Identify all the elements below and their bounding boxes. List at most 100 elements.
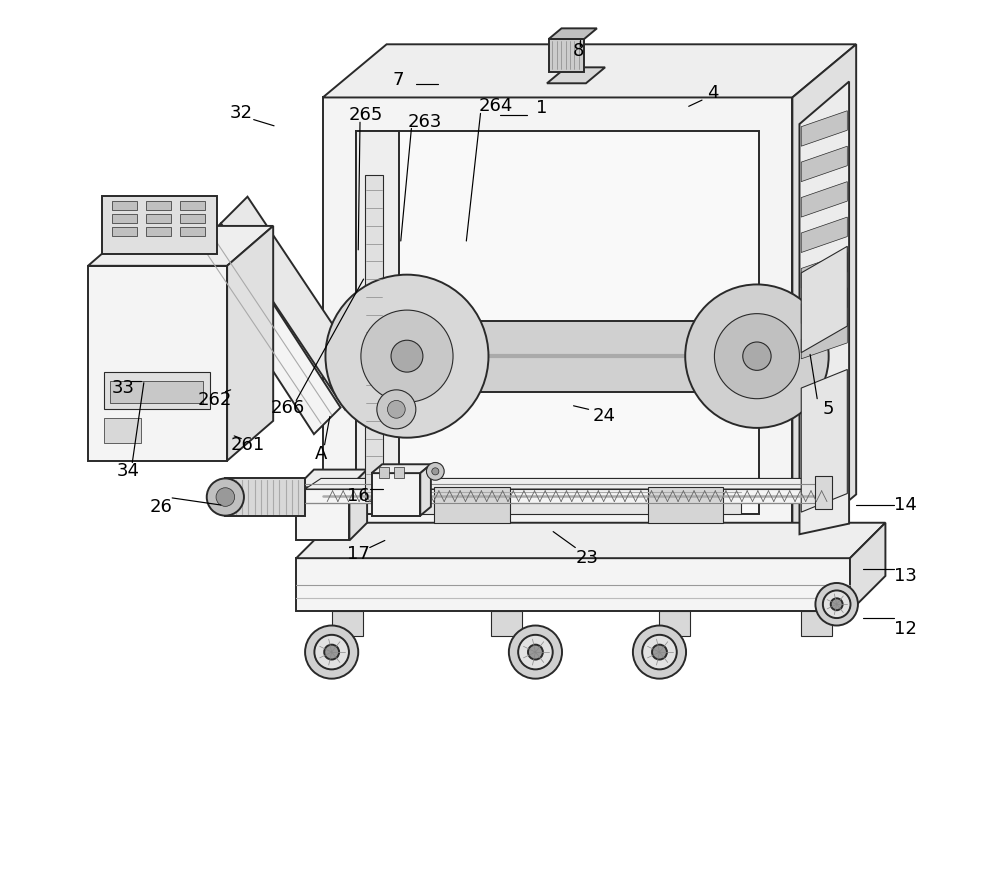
Text: 1: 1	[536, 99, 547, 117]
Polygon shape	[801, 369, 847, 512]
Polygon shape	[801, 288, 847, 323]
Circle shape	[324, 645, 339, 659]
Bar	[110, 381, 203, 403]
Polygon shape	[549, 39, 584, 72]
Polygon shape	[296, 558, 850, 611]
Bar	[305, 489, 828, 503]
Circle shape	[685, 284, 829, 428]
Polygon shape	[801, 323, 847, 359]
Bar	[379, 467, 389, 478]
Text: 7: 7	[392, 71, 404, 89]
Circle shape	[426, 462, 444, 480]
Polygon shape	[801, 182, 847, 217]
Text: 14: 14	[894, 496, 917, 514]
Polygon shape	[332, 611, 363, 636]
Text: 8: 8	[572, 43, 584, 60]
Polygon shape	[323, 97, 792, 548]
Text: 26: 26	[150, 498, 173, 516]
Bar	[648, 487, 723, 523]
Circle shape	[509, 626, 562, 679]
Text: 265: 265	[348, 106, 383, 124]
Circle shape	[432, 468, 439, 475]
Polygon shape	[801, 146, 847, 182]
Text: A: A	[315, 445, 327, 462]
Text: 264: 264	[478, 97, 513, 115]
Bar	[434, 487, 510, 523]
Circle shape	[314, 634, 349, 670]
Polygon shape	[799, 82, 849, 534]
Polygon shape	[296, 487, 349, 540]
Circle shape	[207, 478, 244, 516]
Text: 13: 13	[894, 567, 917, 585]
Circle shape	[823, 590, 851, 618]
Polygon shape	[227, 226, 273, 461]
Polygon shape	[815, 476, 832, 509]
Polygon shape	[801, 246, 847, 353]
Bar	[104, 372, 210, 409]
Polygon shape	[549, 28, 597, 39]
Text: 262: 262	[198, 392, 232, 409]
Polygon shape	[801, 611, 832, 636]
Polygon shape	[88, 226, 273, 266]
Bar	[112, 214, 137, 223]
Polygon shape	[801, 253, 847, 288]
Text: 5: 5	[822, 400, 834, 418]
Polygon shape	[296, 470, 367, 487]
Text: 32: 32	[230, 105, 253, 122]
Circle shape	[325, 275, 488, 438]
Circle shape	[743, 342, 771, 370]
Bar	[112, 201, 137, 210]
Circle shape	[361, 310, 453, 402]
Polygon shape	[792, 44, 856, 548]
Polygon shape	[296, 523, 885, 558]
Polygon shape	[850, 523, 885, 611]
Circle shape	[377, 390, 416, 429]
Text: 33: 33	[112, 379, 135, 397]
Bar	[146, 228, 171, 237]
Circle shape	[815, 583, 858, 626]
Polygon shape	[221, 197, 372, 409]
Circle shape	[387, 400, 405, 418]
Bar	[146, 201, 171, 210]
Text: 24: 24	[593, 408, 616, 425]
Circle shape	[652, 645, 667, 659]
Polygon shape	[547, 67, 605, 83]
Bar	[356, 131, 399, 514]
Polygon shape	[372, 473, 420, 516]
Bar	[417, 492, 741, 514]
Polygon shape	[88, 266, 227, 461]
Polygon shape	[801, 111, 847, 146]
Polygon shape	[194, 223, 341, 434]
Circle shape	[528, 645, 543, 659]
Circle shape	[642, 634, 677, 670]
Polygon shape	[491, 611, 522, 636]
Polygon shape	[349, 470, 367, 540]
Bar	[394, 467, 404, 478]
Text: 266: 266	[270, 399, 304, 416]
Bar	[104, 418, 141, 443]
Circle shape	[518, 634, 553, 670]
Circle shape	[391, 340, 423, 372]
Circle shape	[216, 487, 235, 507]
Bar	[180, 214, 205, 223]
Text: 17: 17	[347, 545, 370, 563]
Text: 34: 34	[116, 462, 139, 480]
Polygon shape	[323, 44, 856, 97]
Text: 16: 16	[347, 487, 370, 505]
Circle shape	[633, 626, 686, 679]
Polygon shape	[420, 464, 431, 516]
Circle shape	[831, 598, 843, 610]
Polygon shape	[305, 478, 844, 489]
Bar	[180, 201, 205, 210]
Text: 261: 261	[230, 436, 265, 454]
Polygon shape	[225, 478, 305, 516]
Polygon shape	[801, 217, 847, 253]
Text: 12: 12	[894, 620, 917, 638]
Text: 263: 263	[408, 113, 442, 131]
Bar	[146, 214, 171, 223]
Polygon shape	[659, 611, 690, 636]
Bar	[365, 175, 383, 501]
Polygon shape	[102, 197, 217, 254]
Polygon shape	[407, 321, 757, 392]
Text: 4: 4	[707, 84, 718, 102]
